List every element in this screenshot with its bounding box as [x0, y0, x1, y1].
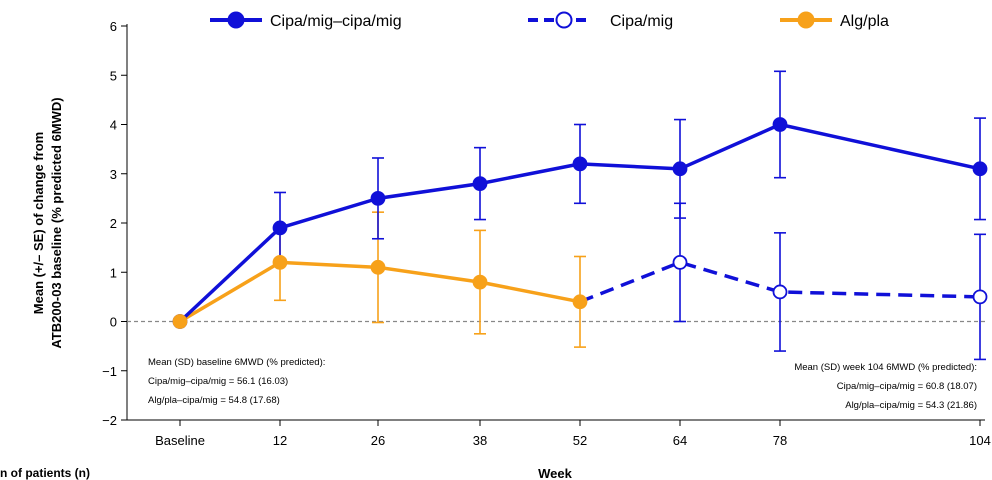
data-point [772, 117, 788, 132]
data-point [972, 289, 988, 305]
data-point [772, 284, 788, 300]
y-tick-label: 3 [110, 167, 117, 182]
y-tick-label: 4 [110, 118, 117, 133]
legend-label: Alg/pla [840, 13, 889, 30]
x-tick-label: 38 [473, 433, 487, 448]
x-tick-label: 64 [673, 433, 687, 448]
annotation-right-line: Cipa/mig–cipa/mig = 60.8 (18.07) [837, 381, 977, 392]
data-point [370, 259, 386, 275]
y-tick-label: 6 [110, 19, 117, 34]
x-tick-label: 78 [773, 433, 787, 448]
x-tick-label: 52 [573, 433, 587, 448]
annotation-right-line: Mean (SD) week 104 6MWD (% predicted): [794, 362, 977, 373]
y-tick-label: 0 [110, 315, 117, 330]
axes: 6 5 4 3 2 1 0 −1 −2 Baseline 12 26 38 52 64 78 104 Week [102, 19, 991, 480]
annotation-left-line: Cipa/mig–cipa/mig = 56.1 (16.03) [148, 376, 288, 387]
series-line [579, 260, 981, 304]
y-tick-label: 1 [110, 265, 117, 280]
legend: Cipa/mig–cipa/mig Cipa/mig Alg/pla [210, 11, 889, 30]
series-line [178, 122, 981, 323]
legend-label: Cipa/mig [610, 13, 673, 30]
legend-label: Cipa/mig–cipa/mig [270, 13, 402, 30]
y-tick-label: 2 [110, 216, 117, 231]
annotation-left-line: Mean (SD) baseline 6MWD (% predicted): [148, 357, 325, 368]
data-point [672, 254, 688, 270]
data-point [370, 190, 386, 206]
annotation-right-line: Alg/pla–cipa/mig = 54.3 (21.86) [845, 400, 977, 411]
legend-swatch-marker [227, 11, 245, 29]
x-tick-label: Baseline [155, 433, 205, 448]
x-tick-label: 26 [371, 433, 385, 448]
data-point [672, 161, 688, 177]
y-tick-label: −1 [102, 364, 117, 379]
legend-swatch-marker [797, 11, 815, 29]
annotations: Mean (SD) baseline 6MWD (% predicted): Ci… [148, 357, 977, 411]
x-axis-label: Week [538, 466, 572, 480]
y-axis-label: Mean (+/– SE) of change from ATB200-03 ba… [31, 97, 64, 348]
annotation-left-line: Alg/pla–cipa/mig = 54.8 (17.68) [148, 395, 280, 406]
data-point [572, 156, 588, 172]
y-axis-label-line: Mean (+/– SE) of change from [31, 132, 46, 314]
data-point [272, 254, 288, 270]
footer-cutoff-text: n of patients (n) [0, 466, 90, 480]
y-tick-label: −2 [102, 413, 117, 428]
y-tick-label: 5 [110, 68, 117, 83]
data-point [972, 161, 988, 177]
data-point [472, 176, 488, 192]
series-layer [172, 70, 988, 361]
data-point [572, 294, 588, 310]
data-point [472, 274, 488, 290]
x-tick-label: 12 [273, 433, 287, 448]
x-tick-label: 104 [969, 433, 991, 448]
data-point [272, 220, 288, 236]
legend-swatch-marker [555, 11, 573, 29]
y-axis-label-line: ATB200-03 baseline (% predicted 6MWD) [49, 97, 64, 348]
data-point [172, 314, 188, 329]
